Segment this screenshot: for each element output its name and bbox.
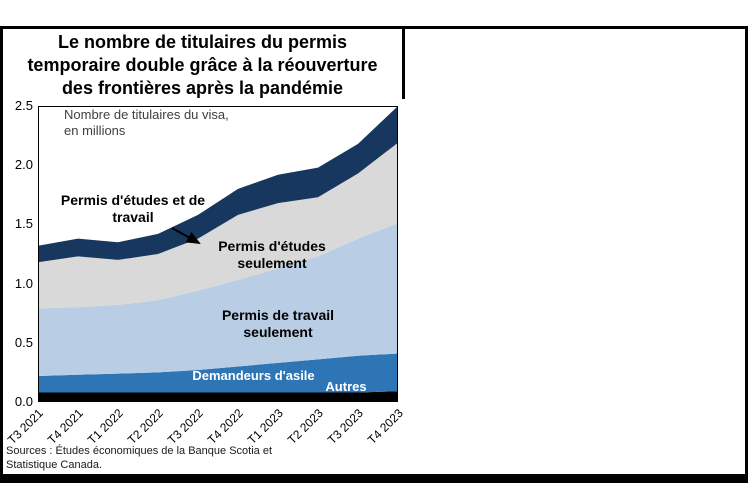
axis-units-note-line: Nombre de titulaires du visa, (64, 107, 229, 122)
axis-units-note: Nombre de titulaires du visa, en million… (64, 107, 284, 140)
chart-title-line: Le nombre de titulaires du permis (57, 32, 348, 52)
chart-title-line: temporaire double grâce à la réouverture (27, 55, 378, 76)
series-label-etudes-seulement: Permis d'études seulement (218, 238, 326, 271)
y-tick-label: 2.5 (14, 98, 33, 113)
series-label-demandeurs-asile: Demandeurs d'asile (192, 368, 315, 383)
series-label-travail-seulement: Permis de travail seulement (221, 307, 335, 340)
area-series-permis-d-tudes-seulement (38, 142, 398, 309)
y-tick-label: 1.0 (14, 275, 33, 291)
plot-area (38, 106, 398, 402)
source-note-line: Statistique Canada. (6, 458, 103, 471)
y-tick-label: 2.0 (14, 157, 33, 173)
y-tick-label: 1.5 (14, 216, 33, 232)
series-label-etudes-et-travail: Permis d'études et de travail (60, 192, 206, 225)
area-series-autres (38, 391, 398, 402)
chart-title: Le nombre de titulaires du permis tempor… (3, 29, 405, 99)
annotation-arrow (171, 227, 201, 244)
source-note: Sources : Études économiques de la Banqu… (6, 445, 272, 473)
source-note-line: Sources : Études économiques de la Banqu… (6, 445, 273, 457)
y-tick-label: 0.0 (14, 394, 33, 409)
axis-units-note-line: en millions (64, 123, 126, 139)
plot-border (38, 106, 398, 402)
y-tick-label: 0.5 (14, 334, 33, 350)
area-series-permis-d-tudes-et-de-travail (38, 106, 398, 263)
area-series-group (38, 106, 398, 402)
stacked-area-chart (38, 106, 398, 402)
area-series-demandeurs-d-asile (38, 353, 398, 393)
chart-title-line: des frontières après la pandémie (61, 78, 344, 99)
area-series-permis-de-travail-seulement (38, 223, 398, 376)
series-label-autres: Autres (325, 379, 367, 394)
